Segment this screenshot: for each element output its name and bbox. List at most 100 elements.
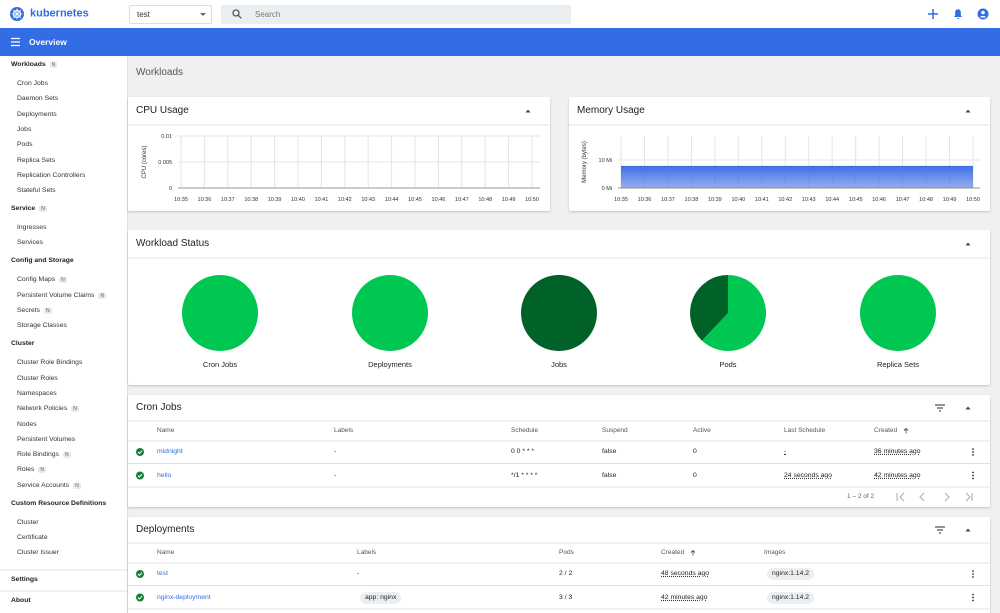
- pagination-range: 1 – 2 of 2: [847, 493, 875, 501]
- resource-link[interactable]: nginx-deployment: [157, 593, 211, 601]
- x-tick-label: 10:42: [778, 197, 792, 203]
- resource-link[interactable]: hello: [157, 471, 172, 479]
- sidebar-item[interactable]: Daemon Sets: [17, 95, 59, 103]
- row-menu[interactable]: [972, 570, 974, 572]
- cell: app: nginx: [360, 591, 402, 604]
- row-menu[interactable]: [972, 573, 974, 575]
- sidebar-item[interactable]: Cluster: [17, 518, 39, 526]
- collapse-button[interactable]: [965, 528, 971, 532]
- sidebar-item[interactable]: Replication Controllers: [17, 171, 86, 179]
- sidebar-item[interactable]: Namespaces: [17, 389, 57, 397]
- add-icon[interactable]: [928, 9, 938, 19]
- cell[interactable]: 42 minutes ago: [661, 593, 708, 601]
- column-header[interactable]: Created: [874, 427, 898, 435]
- pie-label: Jobs: [551, 360, 567, 369]
- sidebar-item[interactable]: Ingresses: [17, 224, 47, 232]
- sidebar-item[interactable]: Cron Jobs: [17, 79, 48, 87]
- pagination-button[interactable]: [965, 492, 973, 502]
- sidebar-item[interactable]: Storage Classes: [17, 322, 67, 330]
- column-header[interactable]: Created: [661, 549, 685, 557]
- sidebar-item[interactable]: Persistent Volumes: [17, 435, 76, 443]
- cell[interactable]: 24 seconds ago: [784, 471, 832, 479]
- pagination-button[interactable]: [919, 492, 925, 502]
- sidebar-section[interactable]: Service N: [11, 205, 47, 213]
- sidebar-item[interactable]: Services: [17, 239, 44, 247]
- y-tick-label: 0.005: [158, 160, 172, 166]
- x-tick-label: 10:43: [802, 197, 816, 203]
- cell: 0: [693, 447, 697, 455]
- column-header[interactable]: Pods: [559, 549, 574, 557]
- sidebar-item[interactable]: Certificate: [17, 533, 48, 541]
- column-header[interactable]: Name: [157, 549, 175, 557]
- bell-icon[interactable]: [954, 9, 962, 19]
- row-menu[interactable]: [972, 474, 974, 477]
- sidebar-item[interactable]: Pods: [17, 141, 33, 149]
- row-menu[interactable]: [972, 451, 974, 453]
- collapse-button[interactable]: [525, 109, 531, 113]
- row-menu[interactable]: [972, 599, 974, 602]
- row-menu[interactable]: [972, 477, 974, 480]
- namespace-select[interactable]: [129, 5, 212, 24]
- column-header[interactable]: Labels: [357, 549, 377, 557]
- sidebar-item[interactable]: Nodes: [17, 420, 37, 428]
- sidebar-footer-item[interactable]: Settings: [11, 575, 38, 583]
- sidebar-section[interactable]: Workloads N: [11, 60, 58, 68]
- row-menu[interactable]: [972, 454, 974, 456]
- filter-button[interactable]: [935, 526, 945, 534]
- x-tick-label: 10:49: [502, 197, 516, 203]
- sidebar-item[interactable]: Cluster Role Bindings: [17, 359, 83, 367]
- column-header[interactable]: Images: [764, 549, 786, 557]
- resource-link[interactable]: midnight: [157, 447, 183, 455]
- sidebar-item[interactable]: Deployments: [17, 110, 57, 118]
- sidebar-section[interactable]: Config and Storage: [11, 257, 74, 265]
- x-tick-label: 10:36: [198, 197, 212, 203]
- sidebar-item[interactable]: Roles N: [17, 466, 47, 474]
- cell[interactable]: 42 minutes ago: [874, 471, 921, 479]
- y-tick-label: 10 Mi: [599, 158, 612, 164]
- sidebar-item[interactable]: Jobs: [17, 125, 32, 133]
- sidebar-item[interactable]: Cluster Issuer: [17, 549, 59, 557]
- column-header[interactable]: Schedule: [511, 427, 539, 435]
- pie-slice: [701, 275, 766, 351]
- collapse-button[interactable]: [965, 242, 971, 246]
- column-header[interactable]: Labels: [334, 427, 354, 435]
- cell[interactable]: -: [784, 447, 787, 455]
- row-menu[interactable]: [972, 576, 974, 578]
- pagination-button[interactable]: [896, 492, 905, 502]
- row-menu[interactable]: [972, 471, 974, 474]
- column-header[interactable]: Suspend: [602, 427, 628, 435]
- cell[interactable]: 36 minutes ago: [874, 447, 921, 455]
- collapse-button[interactable]: [965, 109, 971, 113]
- sidebar-item[interactable]: Secrets N: [17, 306, 52, 314]
- search-box[interactable]: [221, 5, 571, 24]
- filter-button[interactable]: [935, 404, 945, 412]
- column-header[interactable]: Last Schedule: [784, 427, 826, 435]
- resource-link[interactable]: test: [157, 569, 168, 577]
- row-menu[interactable]: [972, 448, 974, 450]
- sidebar-item[interactable]: Cluster Roles: [17, 374, 58, 382]
- row-menu[interactable]: [972, 593, 974, 596]
- sidebar-item[interactable]: Service Accounts N: [17, 481, 81, 489]
- sidebar-footer-item[interactable]: About: [11, 596, 31, 604]
- sidebar-item[interactable]: Network Policies N: [17, 405, 79, 413]
- sidebar-item[interactable]: Config Maps N: [17, 276, 67, 284]
- account-icon[interactable]: [977, 8, 989, 20]
- sidebar-section[interactable]: Custom Resource Definitions: [11, 499, 107, 507]
- sidebar-item[interactable]: Replica Sets: [17, 156, 56, 164]
- sidebar-item[interactable]: Persistent Volume Claims N: [17, 291, 107, 299]
- cell: -: [334, 471, 337, 479]
- search-placeholder[interactable]: Search: [255, 9, 281, 19]
- column-header[interactable]: Name: [157, 427, 175, 435]
- pie-label: Replica Sets: [877, 360, 919, 369]
- menu-icon[interactable]: [11, 37, 20, 47]
- collapse-button[interactable]: [965, 406, 971, 410]
- sidebar-section[interactable]: Cluster: [11, 340, 35, 348]
- sidebar-item[interactable]: Role Bindings N: [17, 451, 71, 459]
- pagination-button[interactable]: [944, 492, 950, 502]
- cell[interactable]: 48 seconds ago: [661, 569, 709, 577]
- row-menu[interactable]: [972, 596, 974, 599]
- column-header[interactable]: Active: [693, 427, 711, 435]
- namespace-value[interactable]: test: [137, 9, 150, 19]
- toolbar-title: Overview: [29, 36, 67, 47]
- sidebar-item[interactable]: Stateful Sets: [17, 187, 56, 195]
